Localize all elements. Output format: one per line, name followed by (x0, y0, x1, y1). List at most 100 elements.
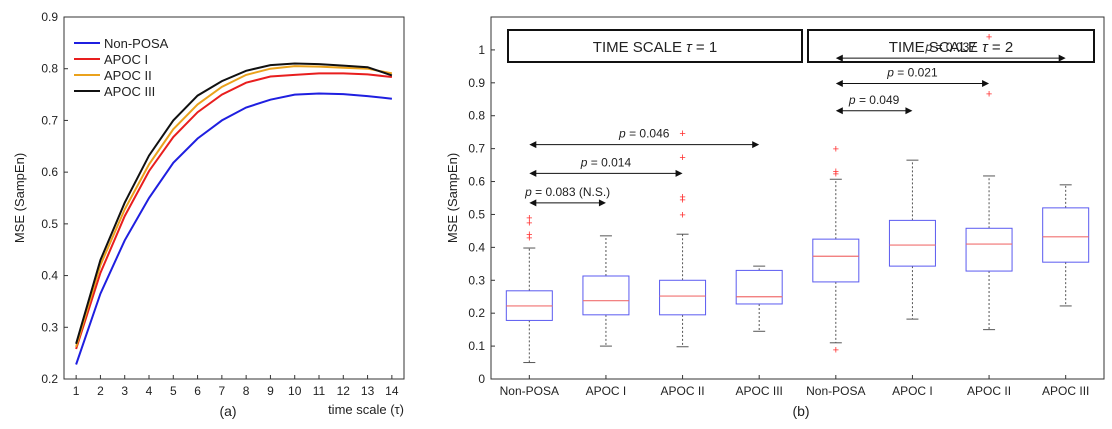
chart-b-ylabel: MSE (SampEn) (445, 153, 460, 243)
box-iqr (735, 269, 783, 305)
comparison-label: p = 0.046 (618, 127, 670, 141)
chart-a-xtick-label: 13 (361, 384, 375, 398)
chart-b-xtick-label: APOC II (967, 384, 1011, 398)
chart-a-plot-area (63, 16, 405, 380)
comparison-2: p = 0.014 (529, 155, 683, 177)
panel-header-2-tau: τ (982, 39, 989, 56)
outlier-marker: + (833, 166, 839, 178)
chart-a-xtick-label: 9 (267, 384, 274, 398)
comparison-3: p = 0.046 (529, 127, 760, 149)
chart-b-panel-headers: TIME SCALE τ = 1 TIME SCALE τ = 2 (507, 29, 1095, 63)
chart-a-series (75, 62, 393, 365)
legend-label: APOC III (104, 84, 155, 99)
chart-a-ticks: 0.20.30.40.50.60.70.80.91 2 3 4 5 6 7 8 9 10 11 12 1… (41, 10, 399, 398)
comparison-4: p = 0.049 (835, 93, 913, 115)
chart-b-ytick-label: 1 (478, 43, 485, 57)
chart-a-xtick-label: 12 (337, 384, 351, 398)
chart-b-ytick-label: 0.9 (468, 76, 485, 90)
chart-b-xtick-label: APOC I (892, 384, 933, 398)
box-4 (735, 265, 783, 332)
chart-b-boxes: ++++ +++++++++++ (505, 32, 1090, 364)
chart-a-xtick-label: 2 (97, 384, 104, 398)
chart-b-xtick-label: Non-POSA (500, 384, 559, 398)
chart-a-xtick-label: 14 (385, 384, 399, 398)
box-2 (582, 235, 630, 347)
panel-header-1-box (507, 29, 803, 63)
outlier-marker: + (526, 232, 532, 244)
legend-label: Non-POSA (104, 36, 169, 51)
series-line-apoc-i (75, 72, 393, 350)
comparison-arrowhead-right (598, 199, 606, 207)
chart-b-ytick-label: 0.8 (468, 109, 485, 123)
comparison-5: p = 0.021 (835, 65, 990, 87)
box-iqr (659, 279, 707, 316)
comparison-arrowhead-left (529, 141, 537, 149)
box-3: +++++ (659, 128, 707, 348)
outlier-marker: + (526, 229, 532, 241)
outlier-marker: + (679, 209, 685, 221)
chart-a-ytick-label: 0.2 (41, 372, 58, 386)
outlier-marker: + (833, 168, 839, 180)
outlier-marker: + (526, 213, 532, 225)
chart-a-xtick-label: 11 (313, 384, 326, 398)
box-iqr (965, 227, 1013, 272)
chart-a-ytick-label: 0.6 (41, 165, 58, 179)
chart-a-xtick-label: 5 (170, 384, 177, 398)
box-iqr (888, 219, 936, 267)
legend-label: APOC I (104, 52, 148, 67)
chart-b-ytick-label: 0.2 (468, 306, 485, 320)
box-iqr (582, 275, 630, 316)
comparison-arrowhead-left (529, 199, 537, 207)
chart-a-ytick-label: 0.3 (41, 320, 58, 334)
chart-b-ytick-label: 0.6 (468, 175, 485, 189)
comparison-arrowhead-right (752, 141, 760, 149)
comparison-label: p = 0.049 (848, 93, 900, 107)
chart-b-ytick-label: 0.7 (468, 142, 485, 156)
chart-a-xtick-label: 4 (146, 384, 153, 398)
outlier-marker: + (679, 195, 685, 207)
chart-b-ytick-label: 0 (478, 372, 485, 386)
outlier-marker: + (833, 144, 839, 156)
chart-a-ytick-label: 0.5 (41, 217, 58, 231)
chart-a-xtick-label: 6 (194, 384, 201, 398)
comparison-label: p = 0.083 (N.S.) (524, 185, 610, 199)
chart-a-xtick-label: 7 (219, 384, 226, 398)
outlier-marker: + (679, 191, 685, 203)
chart-b-xtick-label: APOC III (1042, 384, 1089, 398)
chart-a-caption: (a) (219, 403, 236, 419)
chart-b-xtick-label: APOC I (586, 384, 627, 398)
comparison-arrowhead-left (835, 79, 843, 87)
legend-box (70, 28, 160, 98)
chart-a-xlabel: time scale (τ) (328, 402, 404, 417)
series-line-apoc-ii (75, 65, 393, 348)
box-8 (1042, 184, 1090, 307)
chart-a-ytick-label: 0.8 (41, 62, 58, 76)
series-line-apoc-iii (75, 62, 393, 345)
chart-a-ylabel: MSE (SampEn) (12, 153, 27, 243)
comparison-1: p = 0.083 (N.S.) (524, 185, 610, 207)
comparison-arrowhead-right (1058, 54, 1066, 62)
chart-b-ytick-label: 0.3 (468, 273, 485, 287)
comparison-label: p = 0.021 (886, 65, 938, 79)
panel-header-2-box (807, 29, 1095, 63)
comparison-arrowhead-left (835, 107, 843, 115)
box-1: ++++ (505, 213, 553, 364)
panel-header-1-tau: τ (686, 39, 693, 56)
chart-a-xtick-label: 1 (73, 384, 80, 398)
outlier-marker: + (679, 152, 685, 164)
chart-a-ytick-label: 0.9 (41, 10, 58, 24)
chart-b-ytick-label: 0.1 (468, 339, 485, 353)
chart-b-ticks: 0 0.1 0.2 0.3 0.4 0.5 0.6 0.7 0.8 0.9 1 Non-POSA APO… (468, 43, 1089, 398)
comparison-arrowhead-right (905, 107, 913, 115)
chart-b-comparisons: p = 0.083 (N.S.) p = 0.014 p = 0.046 p = 0.… (524, 40, 1066, 207)
box-6 (888, 159, 936, 320)
chart-a-xtick-label: 8 (243, 384, 250, 398)
outlier-marker: + (833, 344, 839, 356)
panel-header-2: TIME SCALE τ = 2 (889, 39, 1013, 56)
outlier-marker: + (986, 88, 992, 100)
outlier-marker: + (986, 32, 992, 44)
chart-a-ytick-label: 0.7 (41, 113, 58, 127)
panel-header-1: TIME SCALE τ = 1 (593, 39, 717, 56)
